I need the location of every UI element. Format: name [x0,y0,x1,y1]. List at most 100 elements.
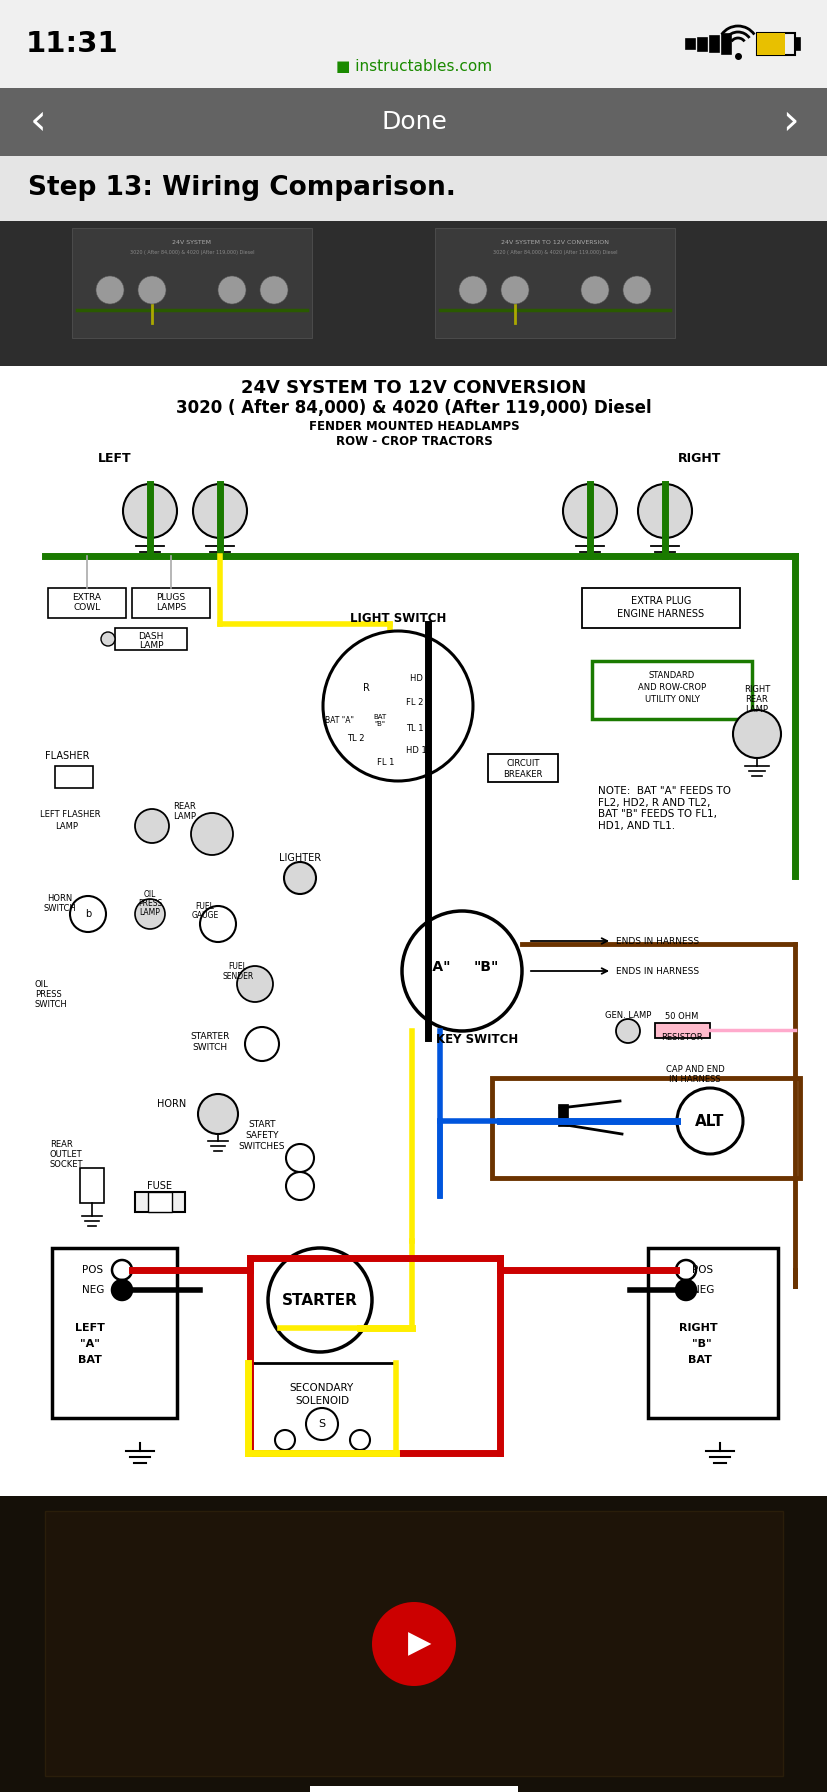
Circle shape [732,710,780,758]
Text: R: R [362,683,369,694]
Bar [72,228,312,339]
Circle shape [200,907,236,943]
Bar [0,156,827,220]
Text: LAMP: LAMP [55,821,78,830]
Circle shape [615,1020,639,1043]
Bar [248,1364,395,1453]
Text: LEFT FLASHER: LEFT FLASHER [40,810,100,819]
Text: FENDER MOUNTED HEADLAMPS: FENDER MOUNTED HEADLAMPS [308,419,519,432]
Text: "A": "A" [425,961,450,975]
Bar [756,32,794,56]
Text: SOLENOID: SOLENOID [294,1396,349,1407]
Text: BREAKER: BREAKER [503,769,542,778]
Bar [491,1079,799,1177]
Text: FL 2: FL 2 [405,697,423,706]
Bar [709,36,718,52]
Circle shape [198,1093,237,1134]
Bar [487,754,557,781]
Circle shape [193,484,246,538]
Text: STANDARD: STANDARD [648,670,695,679]
Text: PRESS: PRESS [35,989,62,998]
Circle shape [96,276,124,305]
Text: 24V SYSTEM TO 12V CONVERSION: 24V SYSTEM TO 12V CONVERSION [241,378,586,398]
Text: CAP AND END: CAP AND END [665,1064,724,1073]
Text: SECONDARY: SECONDARY [289,1383,354,1392]
Circle shape [676,1088,742,1154]
Bar [648,1247,777,1417]
Text: SWITCHES: SWITCHES [238,1142,285,1150]
Text: FL 1: FL 1 [377,758,394,767]
Text: LEFT: LEFT [98,452,131,464]
Text: FUSE: FUSE [147,1181,172,1192]
Text: HORN: HORN [157,1098,186,1109]
Text: POS: POS [691,1265,712,1274]
Text: 50 OHM: 50 OHM [665,1011,698,1020]
Circle shape [306,1409,337,1441]
Text: NEG: NEG [691,1285,714,1296]
Bar [0,0,827,88]
Text: OIL: OIL [144,889,156,898]
Bar [80,1168,104,1202]
Bar [0,88,827,156]
Text: ■ instructables.com: ■ instructables.com [336,59,491,73]
Text: PRESS: PRESS [138,898,162,907]
Text: POS: POS [82,1265,103,1274]
Text: 3020 ( After 84,000) & 4020 (After 119,000) Diesel: 3020 ( After 84,000) & 4020 (After 119,0… [130,249,254,254]
Bar [557,1104,567,1125]
Circle shape [675,1260,696,1279]
Circle shape [135,808,169,842]
Text: REAR: REAR [50,1140,73,1149]
Bar [581,588,739,627]
Circle shape [138,276,165,305]
Text: BAT "A": BAT "A" [325,715,354,724]
Text: ▶: ▶ [408,1629,431,1659]
Circle shape [638,484,691,538]
Text: GEN. LAMP: GEN. LAMP [604,1011,650,1020]
Text: NEG: NEG [82,1285,104,1296]
Text: 3020 ( After 84,000) & 4020 (After 119,000) Diesel: 3020 ( After 84,000) & 4020 (After 119,0… [492,249,616,254]
Text: SAFETY: SAFETY [245,1131,279,1140]
Text: LIGHTER: LIGHTER [279,853,321,864]
Circle shape [402,910,521,1030]
Text: FUEL: FUEL [195,901,214,910]
Circle shape [500,276,528,305]
Text: RIGHT: RIGHT [677,452,721,464]
Bar [131,588,210,618]
Text: TL 2: TL 2 [347,733,365,742]
Bar [45,1511,782,1776]
Circle shape [371,1602,456,1686]
Text: LAMP: LAMP [140,907,160,916]
Text: SENDER: SENDER [222,971,253,980]
Circle shape [275,1430,294,1450]
Bar [55,765,93,788]
Text: BAT
"B": BAT "B" [373,713,386,726]
Text: START: START [248,1120,275,1129]
Bar [434,228,674,339]
Text: IN HARNESS: IN HARNESS [668,1075,720,1084]
Text: STARTER: STARTER [282,1292,357,1308]
Circle shape [191,814,232,855]
Text: 11:31: 11:31 [26,30,118,57]
Circle shape [285,1143,313,1172]
Bar [654,1023,709,1038]
Text: 24V SYSTEM: 24V SYSTEM [172,240,211,244]
Text: ALT: ALT [695,1113,724,1129]
Circle shape [101,633,115,645]
Text: CIRCUIT: CIRCUIT [505,758,539,767]
Text: S: S [318,1419,325,1428]
Text: RESISTOR: RESISTOR [661,1032,702,1041]
Text: TL 1: TL 1 [405,724,423,733]
Circle shape [458,276,486,305]
Text: LAMP: LAMP [744,704,767,713]
Text: PLUGS: PLUGS [156,593,185,602]
Text: SWITCH: SWITCH [192,1043,227,1052]
Bar [0,366,827,1496]
Text: SWITCH: SWITCH [35,1000,68,1009]
Bar [591,661,751,719]
Text: FUEL: FUEL [228,962,247,971]
Circle shape [622,276,650,305]
Text: AND ROW-CROP: AND ROW-CROP [637,683,705,692]
Text: ENDS IN HARNESS: ENDS IN HARNESS [615,966,698,975]
Text: LAMP: LAMP [139,640,163,649]
Text: SWITCH: SWITCH [44,903,76,912]
